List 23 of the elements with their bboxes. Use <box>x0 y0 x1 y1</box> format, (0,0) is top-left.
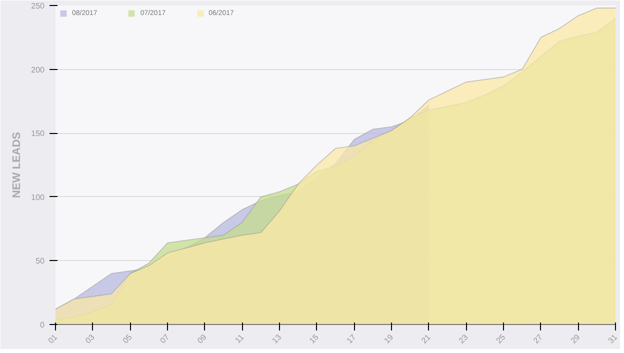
y-tick-label: 0 <box>40 320 46 330</box>
x-tick-label: 09 <box>196 332 209 346</box>
x-tick-label: 01 <box>46 332 60 346</box>
y-tick-label: 200 <box>31 65 46 74</box>
x-tick-label: 25 <box>494 332 508 346</box>
y-tick-label: 150 <box>31 129 46 138</box>
x-tick-label: 05 <box>121 332 134 346</box>
x-tick-label: 31 <box>606 332 620 346</box>
y-tick-label: 50 <box>36 256 46 266</box>
x-tick-label: 23 <box>457 332 470 346</box>
x-tick-label: 29 <box>569 332 582 346</box>
x-tick-label: 03 <box>84 332 97 346</box>
y-tick-label: 250 <box>31 2 46 10</box>
x-tick-label: 17 <box>345 332 358 346</box>
x-tick-label: 15 <box>308 332 321 346</box>
x-tick-label: 21 <box>420 332 433 346</box>
x-tick-label: 07 <box>158 332 172 346</box>
y-tick-label: 100 <box>31 192 46 202</box>
x-tick-label: 27 <box>532 332 545 346</box>
x-tick-label: 11 <box>233 332 246 345</box>
x-tick-label: 19 <box>382 332 396 346</box>
x-tick-label: 13 <box>270 332 284 346</box>
y-axis-title: NEW LEADS <box>11 132 24 198</box>
